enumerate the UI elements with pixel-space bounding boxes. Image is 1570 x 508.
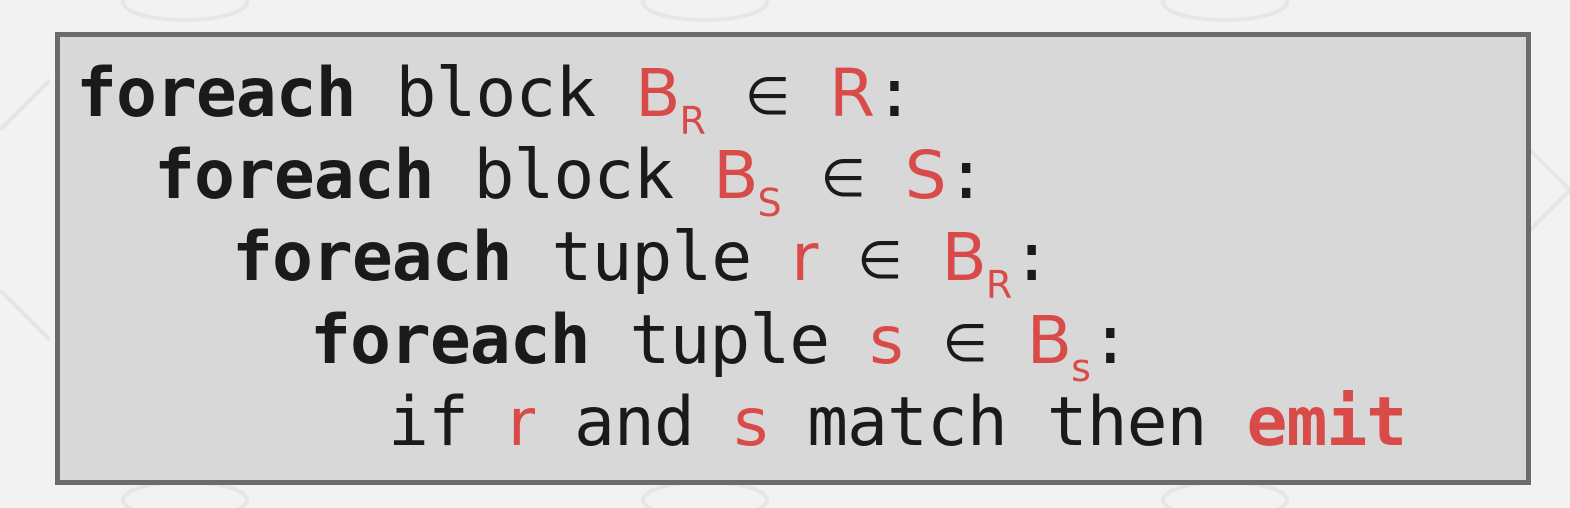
pseudocode-box: foreach block BR ∈ R: foreach block BS ∈… [55, 32, 1531, 485]
var-tuple-s: s [869, 302, 903, 379]
keyword-block: block [473, 136, 675, 215]
var-relation-r: R [829, 55, 875, 132]
var-block-s: Bs [1026, 302, 1091, 390]
var-block-s: BS [713, 137, 781, 225]
code-line-1: foreach block BR ∈ R: [76, 53, 915, 143]
var-block-r: BR [635, 55, 706, 143]
code-line-5: if r and s match then emit [388, 382, 1407, 464]
element-of-symbol: ∈ [942, 314, 988, 374]
var-relation-s: S [904, 137, 947, 214]
colon: : [1011, 218, 1052, 297]
element-of-symbol: ∈ [857, 231, 902, 291]
keyword-block: block [395, 54, 597, 133]
var-tuple-r: r [791, 219, 818, 296]
var-block-r: BR [941, 219, 1013, 307]
var-tuple-s: s [733, 384, 768, 461]
keyword-foreach: foreach [154, 136, 435, 215]
var-tuple-r: r [507, 384, 535, 461]
colon: : [873, 54, 915, 133]
keyword-and: and [573, 383, 695, 462]
element-of-symbol: ∈ [744, 67, 790, 127]
keyword-tuple: tuple [551, 218, 753, 297]
colon: : [1089, 301, 1131, 380]
keyword-emit: emit [1246, 383, 1407, 462]
code-line-3: foreach tuple r ∈ BR: [232, 217, 1052, 307]
code-line-4: foreach tuple s ∈ Bs: [310, 300, 1131, 390]
keyword-match: match [807, 383, 1008, 462]
keyword-if: if [388, 383, 469, 462]
code-line-2: foreach block BS ∈ S: [154, 135, 987, 225]
keyword-foreach: foreach [310, 301, 591, 380]
keyword-foreach: foreach [232, 218, 513, 297]
colon: : [945, 136, 987, 215]
keyword-then: then [1046, 383, 1208, 462]
keyword-foreach: foreach [76, 54, 357, 133]
element-of-symbol: ∈ [820, 149, 866, 209]
keyword-tuple: tuple [629, 301, 831, 380]
